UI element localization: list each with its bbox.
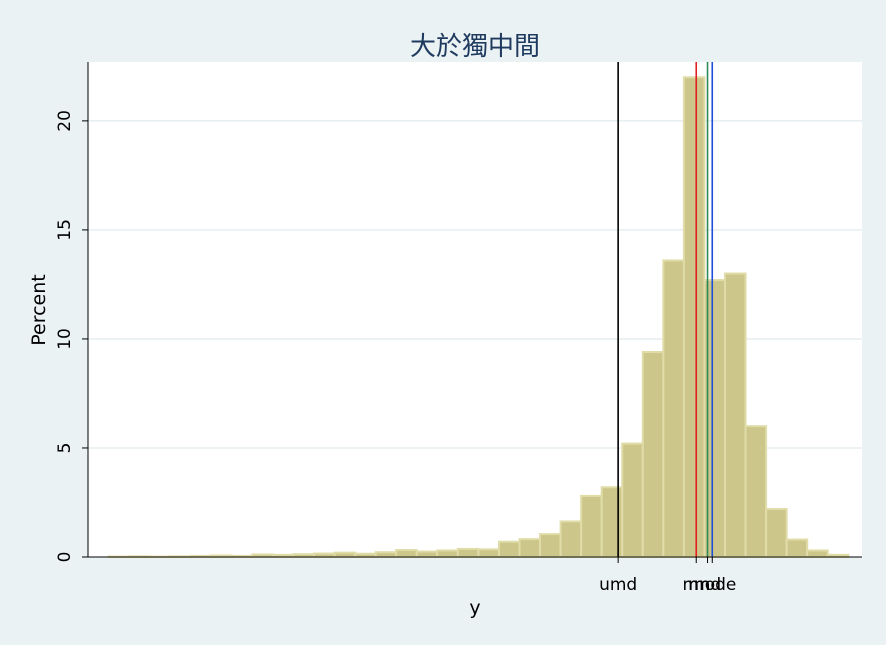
histogram-bar: [333, 551, 357, 559]
chart-title: 大於獨中間: [410, 32, 540, 62]
x-marker-label-md: md: [694, 575, 721, 595]
histogram-bar: [415, 550, 439, 559]
reference-lines: [617, 62, 714, 557]
histogram-bar: [518, 538, 542, 559]
y-tick-label: 0: [55, 552, 75, 563]
histogram-bar: [456, 547, 480, 558]
y-tick-label: 10: [55, 328, 75, 350]
histogram-bar: [662, 259, 685, 558]
histogram-bar: [806, 549, 829, 558]
histogram-bar: [641, 351, 665, 558]
y-tick-label: 20: [55, 110, 75, 132]
x-axis-label: y: [469, 597, 480, 619]
histogram-bar: [600, 486, 624, 559]
histogram-bar: [682, 76, 706, 559]
histogram-bar: [621, 442, 644, 559]
histogram-bar: [744, 425, 768, 558]
histogram-bar: [497, 540, 521, 558]
y-tick-label: 15: [55, 219, 75, 241]
histogram-bar: [374, 551, 398, 558]
histogram-bar: [765, 508, 788, 558]
x-marker-label-mode: mode: [688, 575, 736, 595]
histogram-bar: [580, 494, 603, 558]
histogram-bar: [724, 272, 747, 558]
y-ticks: 0 5 10 15 20: [55, 110, 88, 562]
histogram-bar: [395, 549, 418, 559]
x-marker-label-mn: mn: [683, 575, 710, 595]
y-tick-label: 5: [55, 443, 75, 454]
histogram-bar: [539, 533, 562, 558]
histogram-bar: [436, 549, 459, 558]
histogram-bar: [559, 520, 583, 558]
histogram-bar: [477, 548, 500, 559]
histogram-bar: [313, 552, 336, 558]
y-axis-label: Percent: [28, 274, 50, 346]
x-marker-label-umd: umd: [599, 575, 637, 595]
histogram-bar: [785, 538, 809, 558]
